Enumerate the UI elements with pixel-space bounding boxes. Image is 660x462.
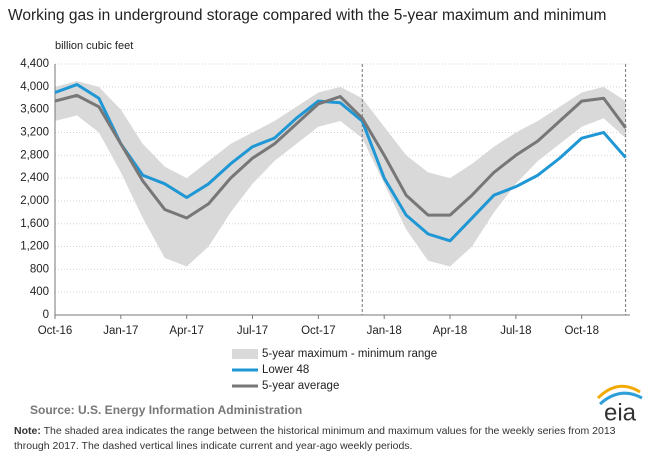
y-tick-label: 1,600 bbox=[20, 218, 49, 230]
y-axis-label: billion cubic feet bbox=[55, 40, 133, 52]
y-tick-label: 3,200 bbox=[20, 126, 49, 138]
x-tick-label: Oct-18 bbox=[564, 325, 599, 337]
x-tick-label: Apr-18 bbox=[433, 325, 468, 337]
x-tick-label: Jan-18 bbox=[367, 325, 402, 337]
y-tick-label: 2,400 bbox=[20, 172, 49, 184]
x-tick-label: Jul-18 bbox=[500, 325, 531, 337]
y-tick-label: 400 bbox=[30, 286, 49, 298]
y-tick-label: 800 bbox=[30, 263, 49, 275]
y-tick-label: 2,800 bbox=[20, 149, 49, 161]
range-area bbox=[55, 81, 626, 267]
y-tick-label: 3,600 bbox=[20, 104, 49, 116]
series-line bbox=[54, 83, 627, 243]
legend-label: 5-year average bbox=[262, 380, 339, 392]
legend-label: Lower 48 bbox=[262, 364, 309, 376]
note: Note: The shaded area indicates the rang… bbox=[14, 424, 634, 454]
legend-swatch bbox=[232, 349, 258, 359]
y-tick-label: 1,200 bbox=[20, 241, 49, 253]
x-tick-label: Jul-17 bbox=[237, 325, 268, 337]
source: Source: U.S. Energy Information Administ… bbox=[30, 403, 302, 417]
note-label: Note: bbox=[14, 425, 41, 437]
y-tick-label: 4,000 bbox=[20, 81, 49, 93]
legend-label: 5-year maximum - minimum range bbox=[262, 348, 437, 360]
note-text: The shaded area indicates the range betw… bbox=[14, 425, 616, 452]
y-tick-label: 2,000 bbox=[20, 195, 49, 207]
eia-logo: eia bbox=[596, 384, 643, 426]
series-line bbox=[54, 93, 627, 220]
y-tick-label: 4,400 bbox=[20, 58, 49, 70]
x-tick-label: Oct-16 bbox=[38, 325, 73, 337]
y-tick-label: 0 bbox=[43, 309, 49, 321]
chart-title: Working gas in underground storage compa… bbox=[8, 7, 606, 24]
x-tick-label: Oct-17 bbox=[301, 325, 336, 337]
x-tick-label: Jan-17 bbox=[103, 325, 138, 337]
logo-text: eia bbox=[604, 399, 637, 426]
x-tick-label: Apr-17 bbox=[169, 325, 204, 337]
